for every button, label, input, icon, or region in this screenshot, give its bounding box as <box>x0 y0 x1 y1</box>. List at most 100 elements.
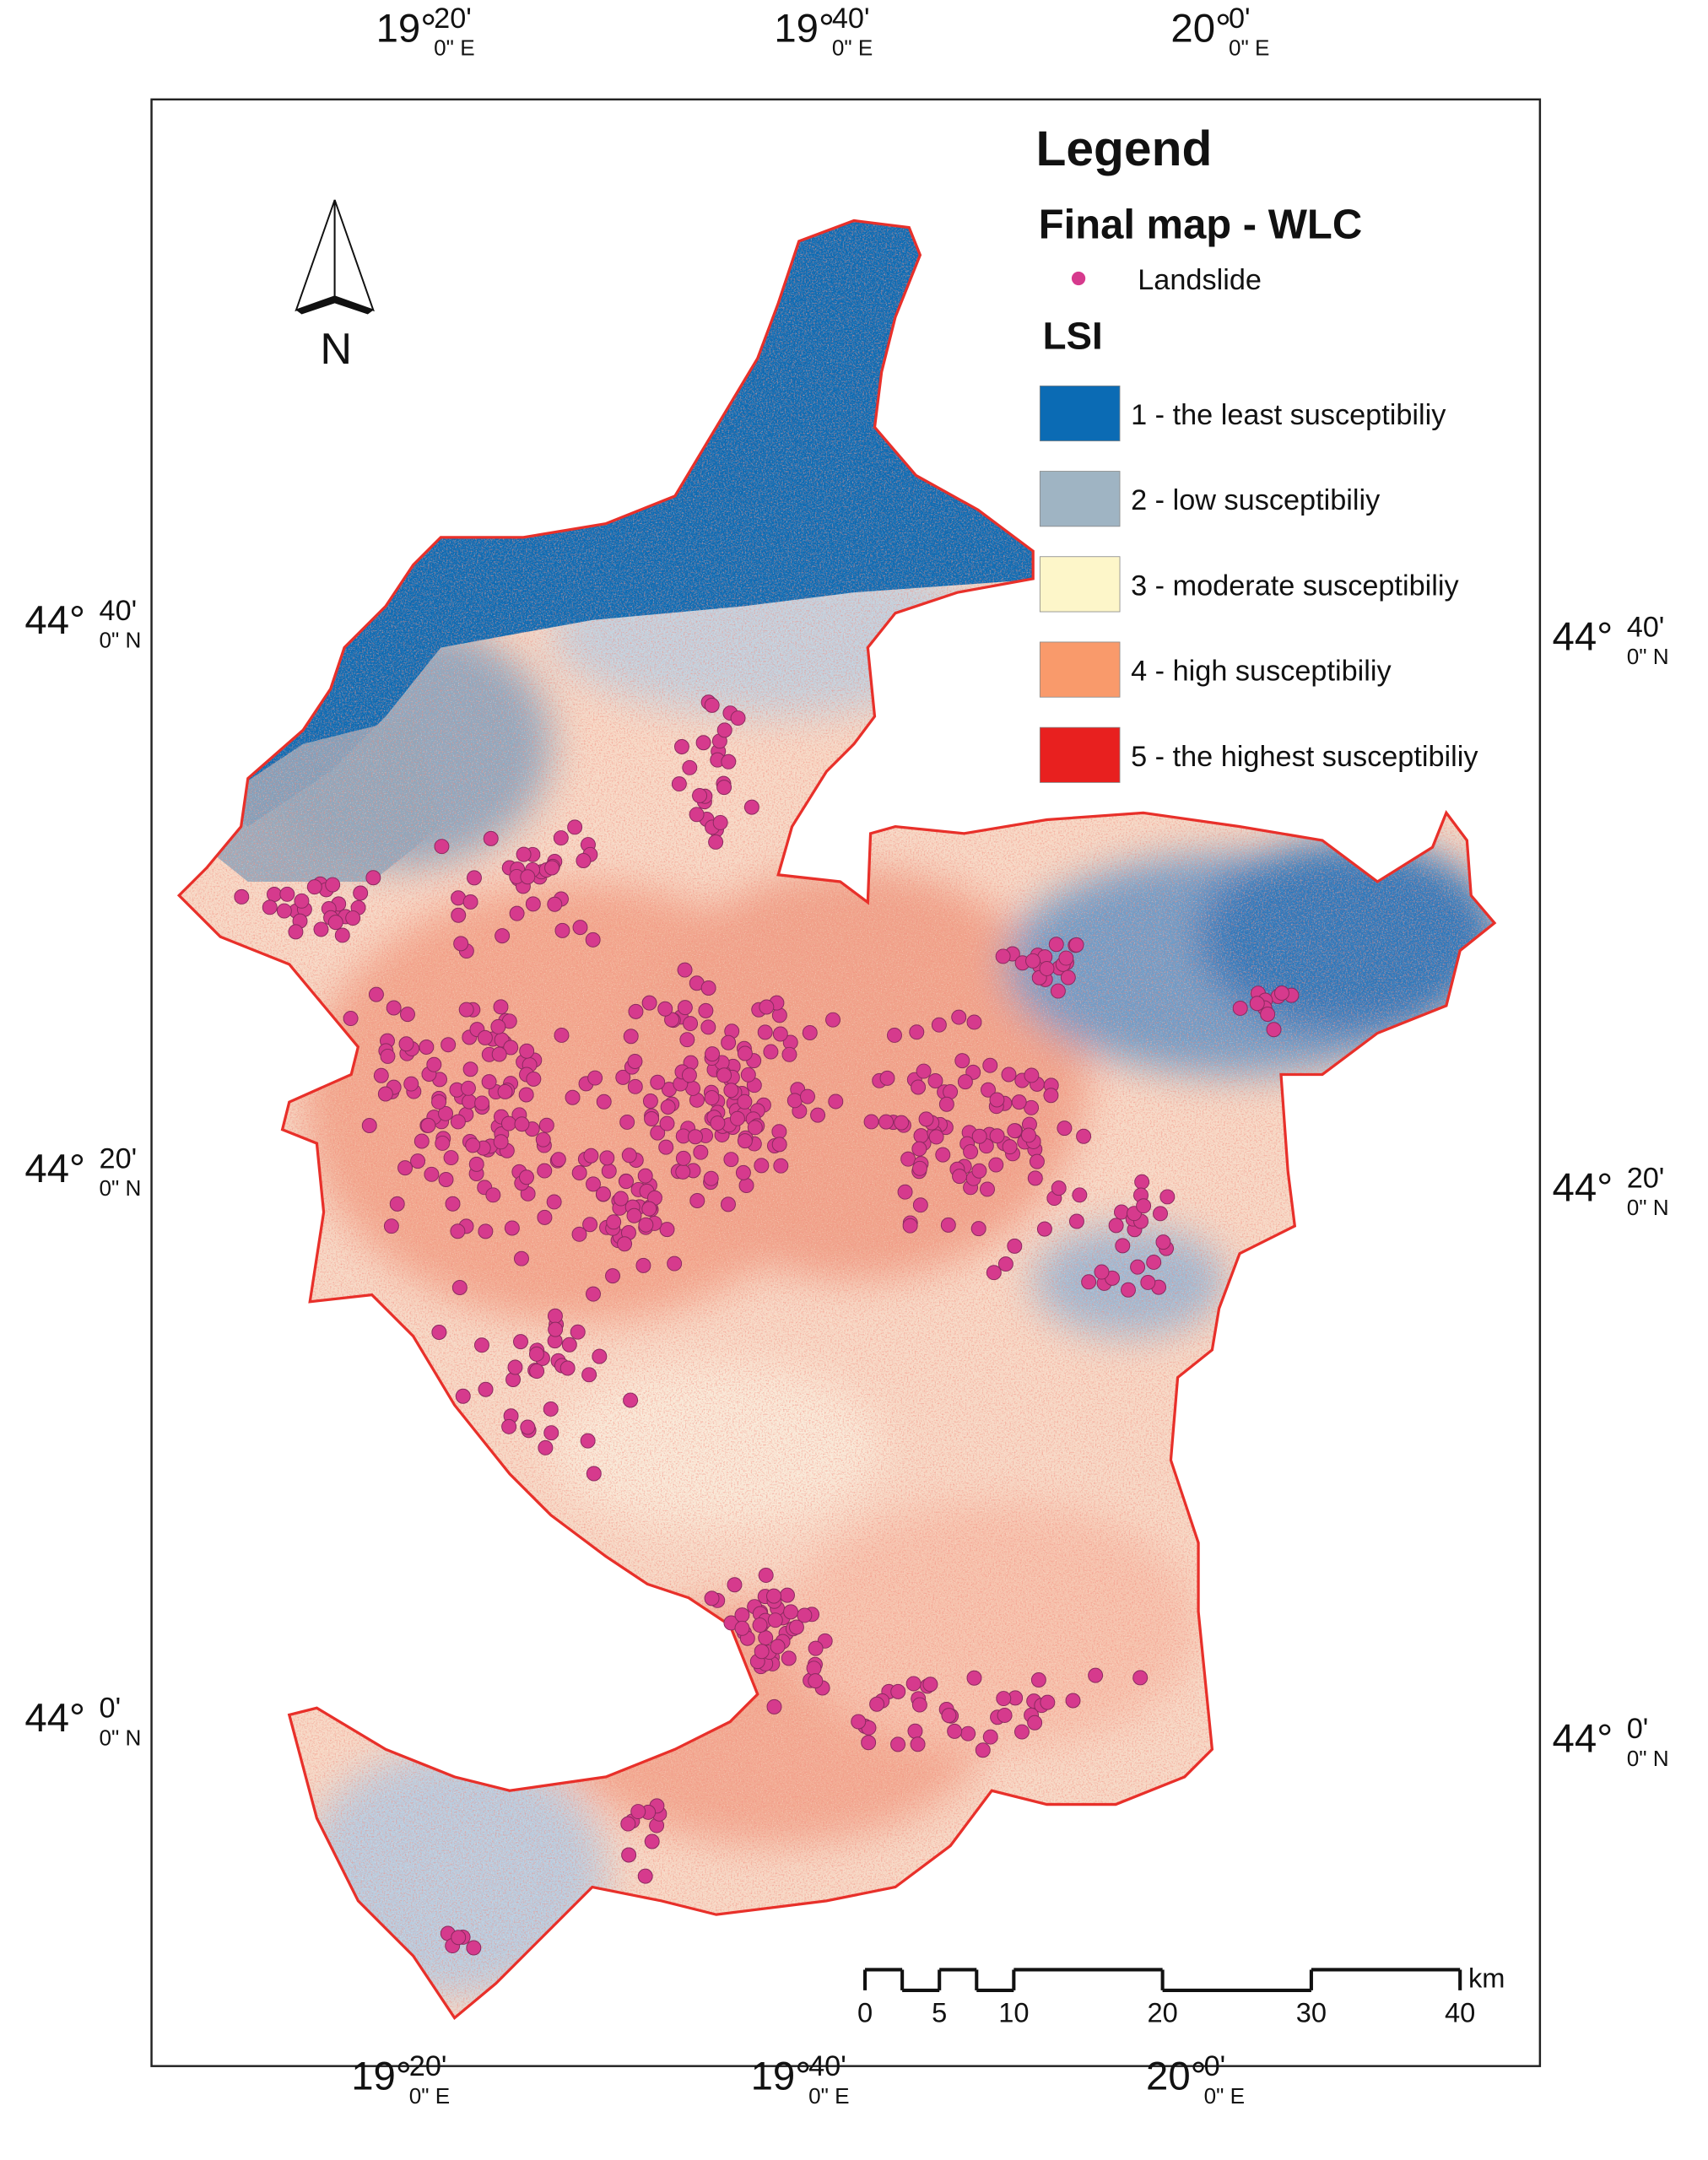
coordinate-degrees: 44° <box>24 598 85 643</box>
landslide-point <box>941 1708 957 1724</box>
landslide-point <box>734 1620 750 1636</box>
coordinate-label: 44° 0' 0" N <box>24 1693 141 1751</box>
landslide-point <box>306 879 322 895</box>
coordinate-minutes: 0' <box>1627 1713 1649 1745</box>
legend-swatch <box>1039 726 1121 783</box>
landslide-point <box>771 1124 787 1140</box>
landslide-point <box>735 1164 751 1180</box>
landslide-point <box>572 920 588 936</box>
coordinate-seconds: 0" E <box>434 35 474 61</box>
landslide-point <box>623 1029 639 1045</box>
landslide-point <box>1007 1123 1023 1139</box>
landslide-point <box>576 853 592 868</box>
landslide-point <box>1260 1007 1276 1022</box>
landslide-point <box>890 1683 906 1699</box>
landslide-point <box>478 1223 494 1239</box>
legend-title: Legend <box>1035 122 1212 176</box>
scale-bar-label: 5 <box>932 1996 947 2028</box>
landslide-point <box>485 1187 501 1203</box>
landslide-point <box>455 1388 471 1404</box>
landslide-point <box>361 1118 377 1134</box>
landslide-point <box>681 1067 697 1083</box>
landslide-point <box>773 1158 789 1174</box>
coordinate-degrees: 20° <box>1146 2054 1207 2098</box>
landslide-point <box>771 1137 787 1153</box>
landslide-point <box>1134 1174 1150 1190</box>
landslide-point <box>767 1612 783 1628</box>
landslide-point <box>1115 1238 1131 1254</box>
landslide-point <box>368 986 384 1002</box>
landslide-point <box>909 1024 925 1040</box>
landslide-point <box>952 1169 968 1185</box>
landslide-point <box>960 1725 976 1742</box>
landslide-point <box>443 1150 459 1166</box>
landslide-point <box>595 1186 611 1202</box>
landslide-point <box>1076 1128 1092 1144</box>
legend-class-label: 5 - the highest susceptibiliy <box>1131 741 1478 773</box>
landslide-point <box>928 1129 944 1145</box>
landslide-point <box>786 1093 803 1109</box>
scale-bar-label: 40 <box>1445 1996 1475 2028</box>
landslide-points <box>234 694 1300 1956</box>
landslide-point <box>637 1168 653 1184</box>
landslide-point <box>677 962 693 978</box>
landslide-point <box>747 1120 763 1136</box>
landslide-point <box>547 896 563 912</box>
landslide-point <box>1153 1206 1168 1222</box>
landslide-point <box>716 780 732 796</box>
landslide-point <box>1039 960 1055 976</box>
landslide-point <box>1146 1254 1162 1270</box>
landslide-point <box>592 1348 608 1364</box>
legend-subtitle: Final map - WLC <box>1039 202 1362 248</box>
landslide-point <box>276 903 292 919</box>
landslide-point <box>365 870 381 886</box>
landslide-point <box>587 1070 603 1086</box>
landslide-point <box>911 1697 927 1713</box>
landslide-point <box>397 1160 413 1176</box>
coordinate-minutes: 40' <box>1627 611 1665 643</box>
landslide-point <box>975 1742 991 1758</box>
coordinate-label: 44° 40' 0" N <box>24 595 141 653</box>
landslide-point <box>667 1256 683 1272</box>
landslide-point <box>772 1026 788 1042</box>
landslide-point <box>938 1096 954 1112</box>
landslide-point <box>752 1617 768 1634</box>
landslide-point <box>538 1439 554 1455</box>
landslide-point <box>458 1002 474 1018</box>
landslide-point <box>689 807 705 823</box>
landslide-point <box>389 1196 405 1212</box>
legend-swatch <box>1039 556 1121 613</box>
landslide-point <box>1007 1238 1023 1254</box>
landslide-point <box>628 1003 644 1019</box>
coordinate-degrees: 19° <box>751 2054 812 2098</box>
landslide-point <box>1002 1139 1018 1155</box>
landslide-point <box>689 1193 705 1208</box>
north-label: N <box>320 325 352 374</box>
landslide-point <box>641 995 657 1011</box>
landslide-point <box>971 1163 987 1179</box>
landslide-point <box>543 1401 559 1417</box>
landslide-point <box>538 1117 554 1133</box>
landslide-point <box>313 921 329 937</box>
coordinate-label: 19°40' 0" E <box>774 3 873 61</box>
landslide-point <box>916 1063 932 1079</box>
landslide-point <box>1013 1724 1030 1740</box>
landslide-point <box>334 927 350 943</box>
landslide-point <box>473 1337 489 1353</box>
landslide-point <box>693 1144 709 1160</box>
landslide-point <box>802 1025 818 1040</box>
coordinate-degrees: 44° <box>24 1696 85 1741</box>
landslide-point <box>586 1176 601 1192</box>
landslide-point <box>460 1080 476 1096</box>
landslide-point <box>940 1217 956 1233</box>
landslide-point <box>995 948 1011 964</box>
landslide-point <box>1025 953 1041 969</box>
landslide-point <box>682 759 698 775</box>
landslide-point <box>996 1691 1012 1707</box>
landslide-point <box>758 1630 774 1646</box>
landslide-point <box>729 1110 745 1126</box>
landslide-point <box>1057 1120 1073 1137</box>
landslide-point <box>677 1000 693 1016</box>
landslide-point <box>754 1158 770 1174</box>
